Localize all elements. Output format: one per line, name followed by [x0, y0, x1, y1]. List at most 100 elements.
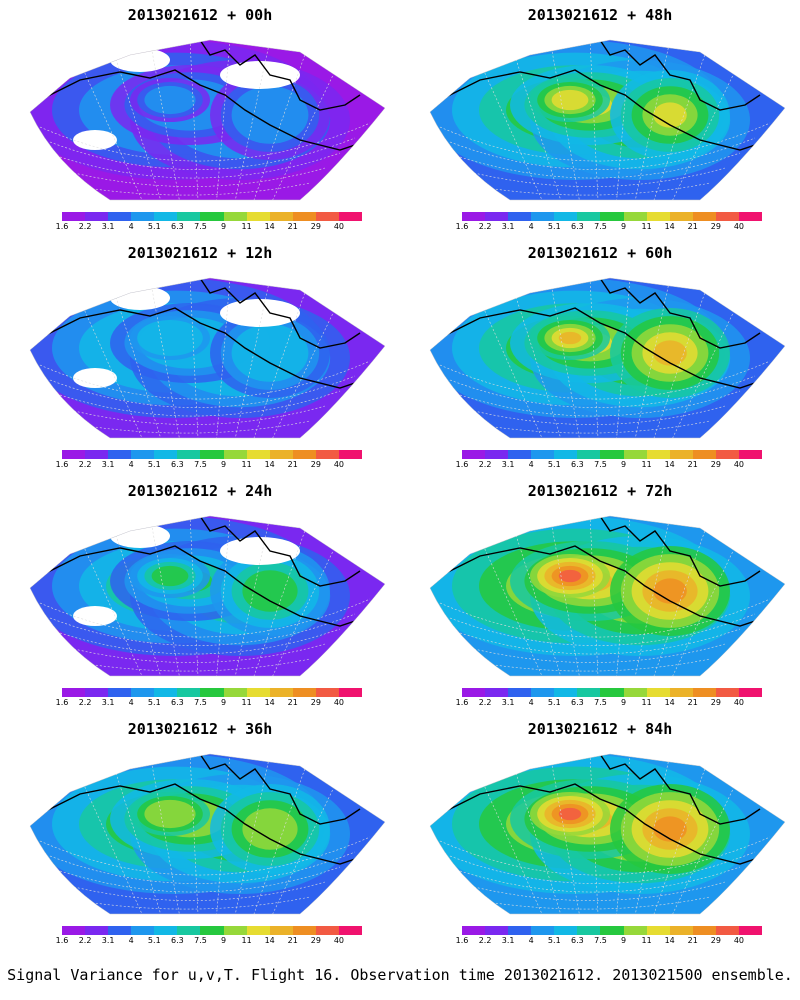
- legend-swatch: [646, 926, 670, 935]
- legend-swatch: [554, 688, 578, 697]
- coastline: [39, 516, 371, 627]
- legend-tick-label: 7.5: [594, 698, 607, 707]
- legend-tick-label: 5.1: [147, 460, 161, 469]
- legend-swatch: [508, 450, 532, 459]
- legend-tick-label: 21: [287, 222, 298, 231]
- legend-tick-label: 21: [687, 460, 698, 469]
- legend-swatch: [131, 926, 155, 935]
- legend-tick-label: 11: [241, 936, 252, 945]
- legend-tick-label: 29: [710, 698, 721, 707]
- legend-swatch: [646, 212, 670, 221]
- legend-swatch: [577, 926, 601, 935]
- legend-tick-label: 6.3: [171, 936, 184, 945]
- legend-tick-label: 7.5: [594, 222, 607, 231]
- legend-tick-label: 29: [710, 460, 721, 469]
- legend-tick-label: 21: [687, 222, 698, 231]
- coastline: [439, 516, 771, 627]
- legend-swatch: [338, 212, 363, 221]
- legend-swatch: [623, 450, 647, 459]
- legend-tick-label: 3.1: [101, 698, 115, 707]
- legend-swatch: [600, 688, 624, 697]
- legend-swatch: [177, 688, 201, 697]
- legend-swatch: [131, 212, 155, 221]
- legend-tick-label: 3.1: [501, 222, 515, 231]
- missing-data-patch: [73, 368, 117, 388]
- panel-title: 2013021612 + 24h: [127, 482, 273, 500]
- legend-swatch: [600, 926, 624, 935]
- legend-swatch: [485, 450, 509, 459]
- variance-contour: [144, 85, 196, 115]
- legend-tick-label: 14: [664, 460, 675, 469]
- legend-swatch: [246, 212, 270, 221]
- legend-swatch: [531, 926, 555, 935]
- legend-swatch: [292, 450, 316, 459]
- panel-title: 2013021612 + 60h: [527, 244, 673, 262]
- legend-swatch: [577, 212, 601, 221]
- legend-tick-label: 4: [528, 460, 534, 469]
- legend-tick-label: 1.6: [455, 698, 469, 707]
- legend-swatch: [715, 450, 739, 459]
- variance-contour: [144, 799, 196, 829]
- legend-swatch: [177, 926, 201, 935]
- legend-swatch: [85, 212, 109, 221]
- legend-tick-label: 5.1: [147, 698, 161, 707]
- legend-swatch: [200, 926, 224, 935]
- legend-tick-label: 11: [641, 936, 652, 945]
- legend-swatch: [669, 212, 693, 221]
- legend-tick-label: 3.1: [501, 936, 515, 945]
- legend-tick-label: 40: [333, 460, 345, 469]
- legend-swatch: [315, 212, 339, 221]
- variance-contour: [653, 102, 687, 128]
- legend-tick-label: 9: [620, 460, 627, 469]
- legend-swatch: [692, 212, 716, 221]
- legend-swatch: [338, 688, 363, 697]
- legend-swatch: [131, 450, 155, 459]
- legend-tick-label: 9: [620, 936, 627, 945]
- legend-tick-label: 1.6: [455, 936, 469, 945]
- coastline: [39, 278, 371, 389]
- variance-contour: [242, 808, 298, 850]
- variance-contour: [558, 331, 582, 345]
- legend-tick-label: 5.1: [547, 698, 561, 707]
- legend-tick-label: 11: [641, 460, 652, 469]
- legend-swatch: [508, 688, 532, 697]
- legend-swatch: [600, 212, 624, 221]
- legend-swatch: [738, 688, 763, 697]
- legend-tick-label: 4: [528, 936, 534, 945]
- legend-swatch: [85, 926, 109, 935]
- legend-tick-label: 2.2: [478, 222, 492, 231]
- legend-tick-label: 40: [733, 460, 745, 469]
- legend-tick-label: 21: [287, 460, 298, 469]
- legend-tick-label: 5.1: [547, 222, 561, 231]
- legend-tick-label: 21: [287, 698, 298, 707]
- legend-swatch: [669, 688, 693, 697]
- forecast-panel: 2013021612 + 12h 1.6 2.2 3.1 4 5.1 6.3 7.5 9 11 14…: [0, 238, 400, 476]
- legend-tick-label: 5.1: [147, 936, 161, 945]
- forecast-panel: 2013021612 + 60h 1.6 2.2 3.1 4 5.1 6.3 7.5 9 11 14…: [400, 238, 800, 476]
- missing-data-patch: [220, 61, 300, 89]
- legend-swatch: [485, 926, 509, 935]
- legend-swatch: [200, 450, 224, 459]
- variance-map: [29, 39, 386, 201]
- legend-swatch: [462, 926, 486, 935]
- variance-contour: [558, 569, 582, 583]
- variance-contour: [653, 816, 687, 842]
- legend-swatch: [108, 688, 132, 697]
- legend-swatch: [338, 926, 363, 935]
- legend-tick-label: 4: [128, 936, 134, 945]
- legend-tick-label: 3.1: [501, 698, 515, 707]
- legend-tick-label: 6.3: [171, 222, 184, 231]
- legend-tick-label: 5.1: [547, 936, 561, 945]
- legend-tick-label: 14: [264, 698, 275, 707]
- legend-swatch: [200, 688, 224, 697]
- legend-tick-label: 2.2: [478, 698, 492, 707]
- legend-swatch: [485, 212, 509, 221]
- panel-title: 2013021612 + 84h: [527, 720, 673, 738]
- legend-tick-label: 14: [264, 222, 275, 231]
- legend-swatch: [269, 688, 293, 697]
- legend-tick-label: 4: [128, 222, 134, 231]
- variance-map: [29, 753, 386, 915]
- legend-tick-label: 2.2: [478, 460, 492, 469]
- legend-swatch: [292, 688, 316, 697]
- legend-swatch: [646, 688, 670, 697]
